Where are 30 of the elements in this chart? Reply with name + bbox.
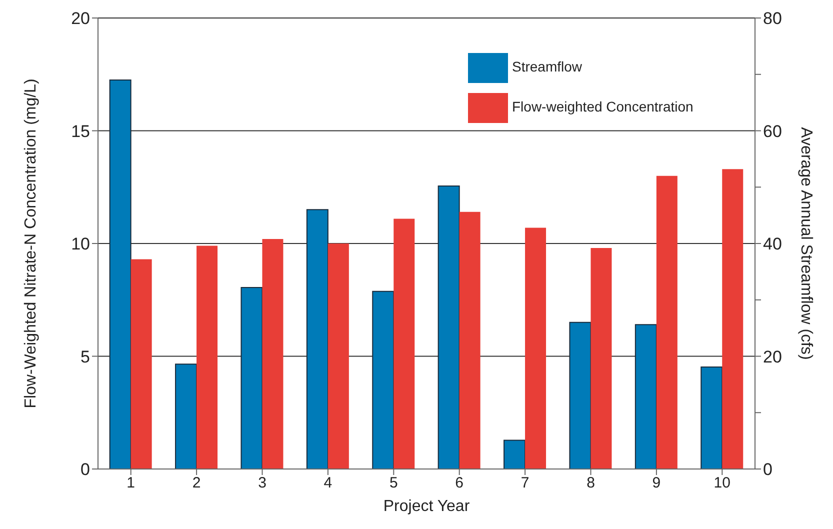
y-tick-label: 10 xyxy=(71,234,90,254)
y2-tick-label: 20 xyxy=(763,347,782,366)
x-tick-label: 8 xyxy=(586,474,595,492)
x-tick-label: 9 xyxy=(652,474,661,492)
bar xyxy=(196,246,218,469)
y-tick-label: 15 xyxy=(71,122,90,141)
y2-axis-title: Average Annual Streamflow (cfs) xyxy=(797,127,814,360)
x-tick-label: 6 xyxy=(455,474,464,492)
legend-label: Flow-weighted Concentration xyxy=(512,98,694,115)
y-tick-label: 5 xyxy=(80,347,90,366)
x-tick-label: 5 xyxy=(389,474,398,492)
y-axis-title: Flow-Weighted Nitrate-N Concentration (mg/L) xyxy=(22,78,40,408)
legend-label: Streamflow xyxy=(512,58,582,75)
y2-tick-label: 0 xyxy=(763,460,772,480)
bar xyxy=(504,440,526,469)
x-tick-label: 2 xyxy=(192,474,201,492)
x-tick-label: 1 xyxy=(126,474,136,492)
x-axis-title: Project Year xyxy=(383,498,470,515)
bar xyxy=(525,228,546,469)
bar xyxy=(656,176,678,469)
x-tick-label: 10 xyxy=(714,474,730,492)
y2-tick-label: 60 xyxy=(763,122,782,141)
x-tick-label: 7 xyxy=(520,474,530,492)
x-tick-label: 3 xyxy=(258,474,266,492)
y2-tick-label: 40 xyxy=(763,234,782,254)
y-tick-label: 20 xyxy=(71,9,90,28)
y-tick-label: 0 xyxy=(80,460,90,480)
x-tick-label: 4 xyxy=(324,474,332,492)
y2-tick-label: 80 xyxy=(763,9,782,28)
bar xyxy=(722,169,744,469)
